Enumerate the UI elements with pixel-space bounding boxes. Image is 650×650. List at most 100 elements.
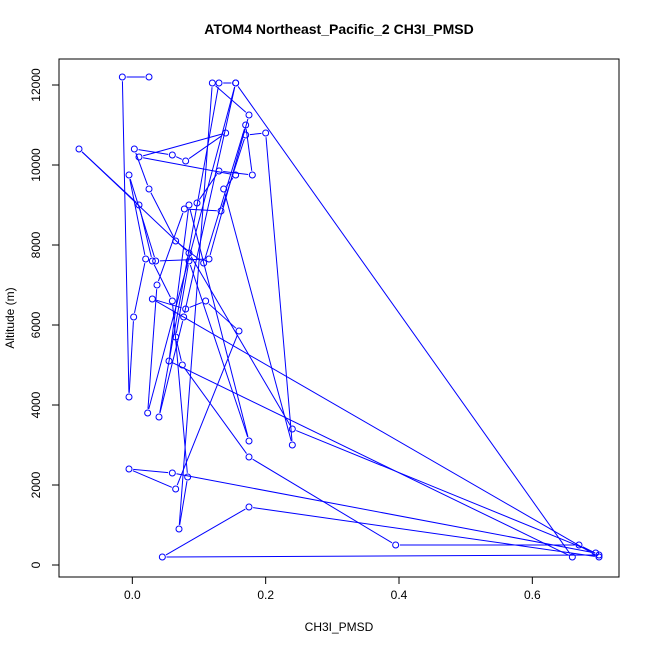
data-point — [220, 185, 228, 193]
y-tick-label: 8000 — [29, 231, 43, 258]
series-segment — [178, 87, 213, 525]
series-segment — [176, 473, 592, 553]
series-segment — [132, 470, 173, 488]
series-segment — [128, 321, 134, 393]
data-point — [125, 393, 133, 401]
data-point — [180, 313, 188, 321]
series-segment — [135, 152, 149, 186]
data-point — [125, 171, 133, 179]
series-segment — [159, 258, 205, 262]
data-point — [182, 157, 190, 165]
y-axis: 0 2000 4000 6000 8000 10000 12000 — [29, 68, 60, 568]
data-point — [200, 259, 208, 267]
data-point — [142, 255, 150, 263]
data-point — [217, 207, 225, 215]
series-segment — [208, 303, 237, 329]
series-segment — [133, 468, 169, 474]
series-segment — [249, 132, 262, 136]
data-point — [172, 237, 180, 245]
series-segment — [209, 118, 249, 256]
series-segment — [134, 263, 146, 313]
series-segment — [166, 554, 595, 558]
data-point — [75, 145, 83, 153]
data-point — [215, 167, 223, 175]
data-point — [245, 437, 253, 445]
y-tick-label: 4000 — [29, 391, 43, 418]
y-tick-label: 10000 — [29, 148, 43, 182]
data-point — [575, 541, 583, 549]
data-point — [135, 153, 143, 161]
series-segment — [184, 86, 236, 314]
series-segment — [190, 256, 291, 426]
chart-title: ATOM4 Northeast_Pacific_2 CH3I_PMSD — [204, 21, 473, 37]
series-segment — [153, 264, 171, 298]
series-segment — [175, 265, 189, 333]
series-segment — [143, 157, 232, 175]
data-point — [130, 313, 138, 321]
data-point — [184, 473, 192, 481]
series-segment — [159, 320, 184, 414]
data-point — [235, 327, 243, 335]
data-point — [248, 171, 256, 179]
series-segment — [265, 137, 293, 441]
series-segment — [150, 192, 175, 238]
data-point — [158, 553, 166, 561]
series-segment — [81, 151, 137, 203]
series-segment — [148, 86, 236, 410]
x-tick-label: 0.0 — [124, 588, 141, 602]
series-segment — [165, 508, 246, 556]
series-segment — [121, 81, 130, 393]
x-axis: 0.0 0.2 0.4 0.6 — [124, 576, 541, 602]
data-point — [130, 145, 138, 153]
data-point — [144, 409, 152, 417]
x-tick-label: 0.2 — [257, 588, 274, 602]
data-point — [392, 541, 400, 549]
data-point — [172, 485, 180, 493]
data-point — [245, 503, 253, 511]
data-point — [288, 425, 296, 433]
data-point — [245, 453, 253, 461]
data-point — [568, 553, 576, 561]
series-segment — [184, 368, 247, 454]
x-tick-label: 0.4 — [391, 588, 408, 602]
data-point — [592, 549, 600, 557]
data-point — [232, 79, 240, 87]
data-point — [262, 129, 270, 137]
data-point — [168, 297, 176, 305]
data-point — [165, 357, 173, 365]
y-tick-label: 2000 — [29, 471, 43, 498]
series-segment — [142, 133, 222, 157]
data-point — [168, 151, 176, 159]
series-segment — [129, 178, 155, 258]
data-point — [175, 525, 183, 533]
data-point — [125, 465, 133, 473]
data-point — [180, 205, 188, 213]
plot-frame — [58, 58, 620, 578]
series-segment — [172, 362, 569, 556]
series-segment — [215, 85, 247, 113]
series-segment — [176, 334, 238, 486]
data-point — [155, 413, 163, 421]
series-segment — [175, 156, 183, 160]
series-segment — [176, 340, 182, 362]
x-tick-label: 0.6 — [524, 588, 541, 602]
series-segment — [224, 192, 292, 442]
series-segment — [179, 481, 188, 525]
series-segment — [157, 212, 184, 282]
data-point — [245, 111, 253, 119]
data-point — [148, 257, 156, 265]
series-segment — [147, 289, 158, 409]
data-point — [232, 171, 240, 179]
data-point — [145, 185, 153, 193]
series-segment — [129, 179, 146, 255]
series-segment — [188, 134, 223, 160]
series-segment — [226, 177, 234, 187]
data-point — [168, 469, 176, 477]
data-point — [172, 333, 180, 341]
series-lines — [81, 76, 596, 558]
series-points — [75, 73, 603, 561]
data-point — [242, 131, 250, 139]
y-tick-label: 0 — [29, 561, 43, 568]
data-point — [152, 257, 160, 265]
